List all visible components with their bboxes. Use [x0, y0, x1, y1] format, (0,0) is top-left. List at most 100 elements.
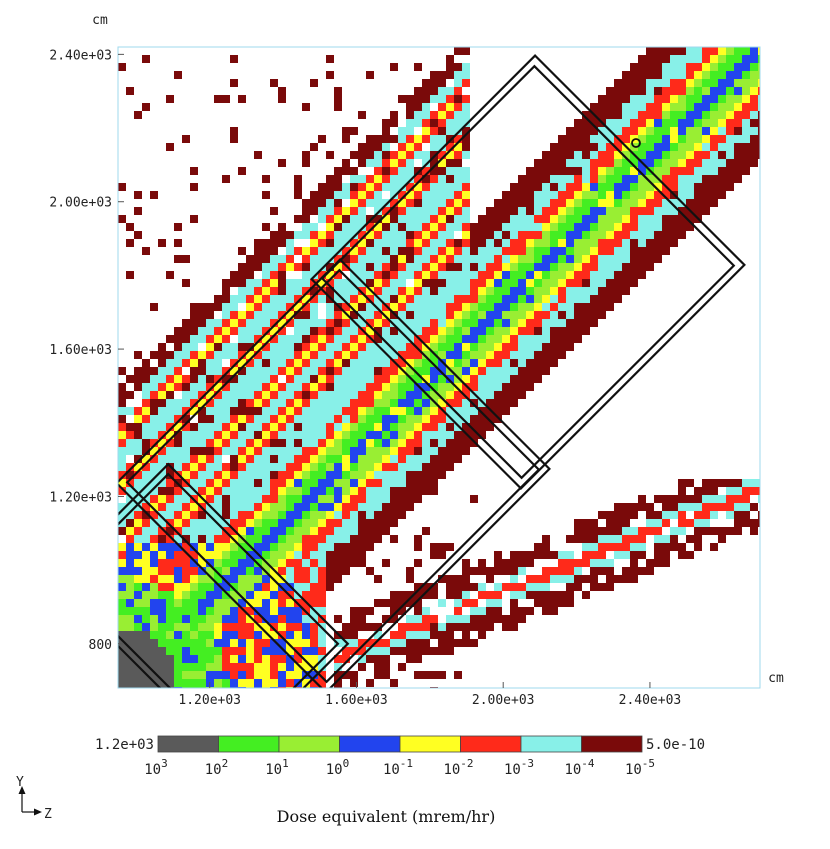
dose-cell: [478, 583, 486, 591]
dose-cell: [246, 591, 254, 599]
dose-cell: [374, 599, 382, 607]
dose-cell: [430, 255, 438, 263]
dose-cell: [478, 319, 486, 327]
dose-cell: [598, 95, 606, 103]
dose-cell: [558, 559, 566, 567]
dose-cell: [510, 615, 518, 623]
dose-cell: [142, 527, 150, 535]
dose-cell: [662, 247, 670, 255]
dose-cell: [614, 143, 622, 151]
dose-cell: [486, 351, 494, 359]
dose-cell: [550, 303, 558, 311]
dose-cell: [542, 175, 550, 183]
dose-cell: [206, 375, 214, 383]
dose-cell: [710, 479, 718, 487]
dose-cell: [366, 295, 374, 303]
dose-cell: [686, 87, 694, 95]
dose-cell: [158, 239, 166, 247]
dose-cell: [358, 303, 366, 311]
dose-cell: [654, 95, 662, 103]
dose-cell: [598, 255, 606, 263]
dose-cell: [350, 359, 358, 367]
dose-cell: [606, 583, 614, 591]
dose-cell: [630, 543, 638, 551]
dose-cell: [350, 559, 358, 567]
dose-cell: [654, 255, 662, 263]
dose-cell: [430, 135, 438, 143]
dose-cell: [270, 655, 278, 663]
dose-cell: [310, 591, 318, 599]
dose-cell: [582, 119, 590, 127]
dose-cell: [534, 207, 542, 215]
dose-cell: [214, 527, 222, 535]
dose-cell: [742, 111, 750, 119]
dose-cell: [342, 319, 350, 327]
dose-cell: [646, 247, 654, 255]
dose-cell: [454, 431, 462, 439]
dose-cell: [294, 247, 302, 255]
dose-cell: [566, 159, 574, 167]
dose-cell: [486, 367, 494, 375]
dose-cell: [254, 599, 262, 607]
dose-cell: [310, 367, 318, 375]
dose-cell: [670, 151, 678, 159]
dose-cell: [126, 431, 134, 439]
dose-cell: [502, 263, 510, 271]
dose-cell: [206, 447, 214, 455]
dose-cell: [238, 679, 246, 687]
dose-cell: [438, 647, 446, 655]
dose-cell: [414, 655, 422, 663]
dose-cell: [310, 527, 318, 535]
dose-cell: [166, 479, 174, 487]
dose-cell: [142, 479, 150, 487]
dose-cell: [446, 575, 454, 583]
dose-cell: [326, 255, 334, 263]
dose-cell: [294, 623, 302, 631]
dose-cell: [582, 263, 590, 271]
dose-cell: [598, 127, 606, 135]
dose-cell: [334, 383, 342, 391]
dose-cell: [470, 567, 478, 575]
dose-cell: [534, 303, 542, 311]
dose-cell: [510, 319, 518, 327]
dose-cell: [318, 199, 326, 207]
dose-cell: [342, 215, 350, 223]
dose-cell: [454, 615, 462, 623]
dose-cell: [206, 487, 214, 495]
dose-cell: [414, 631, 422, 639]
dose-cell: [270, 631, 278, 639]
dose-cell: [206, 383, 214, 391]
dose-cell: [702, 55, 710, 63]
dose-cell: [150, 591, 158, 599]
dose-cell: [182, 655, 190, 663]
dose-cell: [318, 639, 326, 647]
dose-cell: [510, 623, 518, 631]
dose-cell: [182, 135, 190, 143]
dose-cell: [326, 503, 334, 511]
dose-cell: [582, 247, 590, 255]
dose-cell: [182, 423, 190, 431]
dose-cell: [318, 351, 326, 359]
dose-cell: [174, 399, 182, 407]
dose-cell: [670, 239, 678, 247]
dose-cell: [486, 295, 494, 303]
dose-cell: [550, 191, 558, 199]
dose-cell: [510, 391, 518, 399]
dose-cell: [694, 135, 702, 143]
dose-cell: [334, 559, 342, 567]
dose-cell: [222, 615, 230, 623]
dose-cell: [510, 383, 518, 391]
dose-cell: [422, 327, 430, 335]
dose-cell: [510, 399, 518, 407]
dose-cell: [558, 311, 566, 319]
dose-cell: [462, 399, 470, 407]
dose-cell: [646, 511, 654, 519]
dose-cell: [238, 319, 246, 327]
dose-cell: [398, 663, 406, 671]
dose-cell: [758, 103, 760, 111]
dose-cell: [438, 463, 446, 471]
dose-cell: [686, 71, 694, 79]
dose-cell: [150, 415, 158, 423]
dose-cell: [614, 207, 622, 215]
dose-cell: [214, 343, 222, 351]
